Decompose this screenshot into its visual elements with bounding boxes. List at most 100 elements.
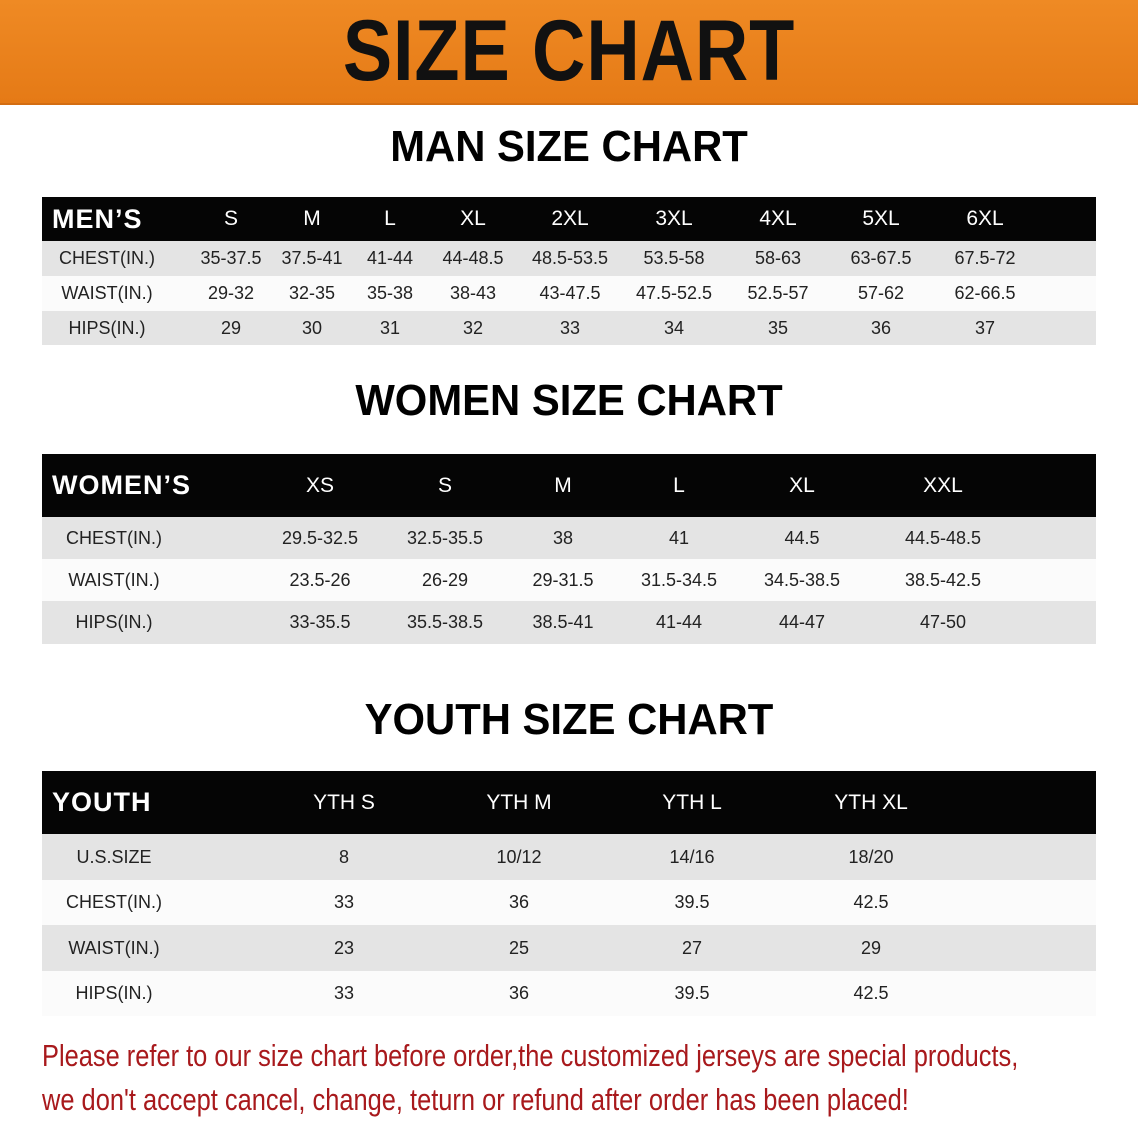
measurement-value: 38 — [552, 527, 574, 548]
measurement-value: 44.5 — [784, 527, 820, 548]
size-header: YTH S — [313, 790, 375, 814]
measurement-label: WAIST(IN.) — [61, 283, 153, 303]
measurement-value: 33 — [333, 892, 355, 912]
measurement-label: HIPS(IN.) — [68, 317, 146, 338]
youth-header-row: YOUTH YTH S YTH M YTH L YTH XL — [42, 771, 1096, 834]
measurement-value: 23.5-26 — [289, 569, 351, 590]
measurement-value: 63-67.5 — [850, 248, 912, 268]
size-header: 6XL — [966, 207, 1004, 230]
measurement-label: WAIST(IN.) — [68, 937, 160, 958]
youth-size-table: YOUTH YTH S YTH M YTH L YTH XL U.S.SIZE 8 10/12… — [42, 771, 1096, 1016]
banner: SIZE CHART — [0, 0, 1138, 105]
size-header: XS — [305, 473, 335, 497]
size-header: S — [223, 207, 239, 230]
measurement-value: 26-29 — [421, 569, 469, 590]
measurement-value: 10/12 — [496, 846, 542, 867]
measurement-value: 30 — [301, 317, 323, 338]
size-header: YTH XL — [834, 790, 908, 814]
measurement-value: 35.5-38.5 — [406, 612, 484, 632]
measurement-value: 29.5-32.5 — [281, 527, 359, 548]
measurement-value: 33-35.5 — [289, 612, 351, 632]
measurement-value: 52.5-57 — [747, 283, 809, 303]
measurement-value: 41 — [668, 527, 690, 548]
measurement-value: 37.5-41 — [281, 248, 343, 268]
measurement-value: 38-43 — [449, 283, 497, 303]
measurement-value: 27 — [681, 937, 703, 958]
measurement-value: 32 — [462, 317, 484, 338]
measurement-value: 41-44 — [655, 612, 703, 632]
measurement-value: 43-47.5 — [539, 283, 601, 303]
measurement-value: 67.5-72 — [954, 248, 1016, 268]
measurement-label: CHEST(IN.) — [66, 892, 162, 912]
measurement-value: 18/20 — [848, 846, 894, 867]
size-header: XL — [460, 207, 486, 230]
measurement-value: 37 — [974, 317, 996, 338]
measurement-value: 47.5-52.5 — [635, 283, 713, 303]
table-row: CHEST(IN.) 35-37.5 37.5-41 41-44 44-48.5 48.5… — [42, 241, 1096, 276]
measurement-value: 53.5-58 — [643, 248, 705, 268]
table-row: WAIST(IN.) 23 25 27 29 — [42, 925, 1096, 971]
measurement-value: 23 — [333, 937, 355, 958]
measurement-value: 39.5 — [674, 983, 710, 1003]
table-row: CHEST(IN.) 33 36 39.5 42.5 — [42, 880, 1096, 925]
measurement-label: CHEST(IN.) — [66, 527, 162, 548]
table-row: U.S.SIZE 8 10/12 14/16 18/20 — [42, 834, 1096, 880]
measurement-value: 44-48.5 — [442, 248, 504, 268]
measurement-value: 31 — [379, 317, 401, 338]
notice-line-1: Please refer to our size chart before or… — [42, 1038, 1019, 1073]
measurement-value: 25 — [508, 937, 530, 958]
banner-title: SIZE CHART — [342, 3, 796, 99]
table-row: WAIST(IN.) 29-32 32-35 35-38 38-43 43-47.5 47.… — [42, 276, 1096, 311]
table-row: HIPS(IN.) 33 36 39.5 42.5 — [42, 971, 1096, 1016]
measurement-value: 36 — [508, 983, 530, 1003]
measurement-value: 29-31.5 — [532, 569, 594, 590]
measurement-value: 47-50 — [919, 612, 967, 632]
men-header-row: MEN’S S M L XL 2XL 3XL 4XL 5XL 6XL — [42, 197, 1096, 241]
measurement-value: 58-63 — [754, 248, 802, 268]
youth-section-title: YOUTH SIZE CHART — [364, 695, 774, 744]
measurement-value: 57-62 — [857, 283, 905, 303]
size-header: YTH L — [662, 790, 722, 814]
size-header: L — [673, 473, 685, 497]
measurement-value: 32-35 — [288, 283, 336, 303]
measurement-value: 35-38 — [366, 283, 414, 303]
measurement-value: 32.5-35.5 — [406, 527, 484, 548]
size-header: M — [303, 207, 321, 230]
measurement-value: 8 — [338, 846, 350, 867]
measurement-value: 36 — [870, 317, 892, 338]
measurement-label: HIPS(IN.) — [75, 612, 153, 632]
table-row: HIPS(IN.) 29 30 31 32 33 34 35 36 37 — [42, 311, 1096, 345]
measurement-value: 34 — [663, 317, 685, 338]
size-header: XL — [789, 473, 815, 497]
size-header: 4XL — [759, 207, 797, 230]
measurement-value: 42.5 — [853, 983, 889, 1003]
measurement-value: 36 — [508, 892, 530, 912]
measurement-value: 33 — [333, 983, 355, 1003]
youth-header-label: YOUTH — [52, 787, 152, 817]
measurement-value: 62-66.5 — [954, 283, 1016, 303]
measurement-value: 44.5-48.5 — [904, 527, 982, 548]
measurement-value: 42.5 — [853, 892, 889, 912]
size-header: 3XL — [655, 207, 693, 230]
measurement-label: CHEST(IN.) — [59, 248, 155, 268]
size-header: YTH M — [486, 790, 552, 814]
measurement-value: 14/16 — [669, 846, 715, 867]
size-header: 2XL — [551, 207, 589, 230]
women-section-title: WOMEN SIZE CHART — [355, 376, 783, 425]
table-row: HIPS(IN.) 33-35.5 35.5-38.5 38.5-41 41-44 44-… — [42, 601, 1096, 644]
measurement-value: 44-47 — [778, 612, 826, 632]
measurement-label: WAIST(IN.) — [68, 569, 160, 590]
measurement-value: 48.5-53.5 — [531, 248, 609, 268]
women-header-row: WOMEN’S XS S M L XL XXL — [42, 454, 1096, 517]
table-row: WAIST(IN.) 23.5-26 26-29 29-31.5 31.5-34.5 34… — [42, 559, 1096, 601]
table-row: CHEST(IN.) 29.5-32.5 32.5-35.5 38 41 44.5 44.5… — [42, 517, 1096, 559]
women-size-table: WOMEN’S XS S M L XL XXL CHEST(IN.) 29.5-32.5 32.5… — [42, 454, 1096, 644]
measurement-value: 35 — [767, 317, 789, 338]
measurement-label: HIPS(IN.) — [75, 983, 153, 1003]
size-header: M — [554, 473, 572, 497]
measurement-value: 38.5-42.5 — [904, 569, 982, 590]
measurement-value: 41-44 — [366, 248, 414, 268]
measurement-value: 35-37.5 — [200, 248, 262, 268]
measurement-value: 34.5-38.5 — [763, 569, 841, 590]
measurement-value: 33 — [559, 317, 581, 338]
